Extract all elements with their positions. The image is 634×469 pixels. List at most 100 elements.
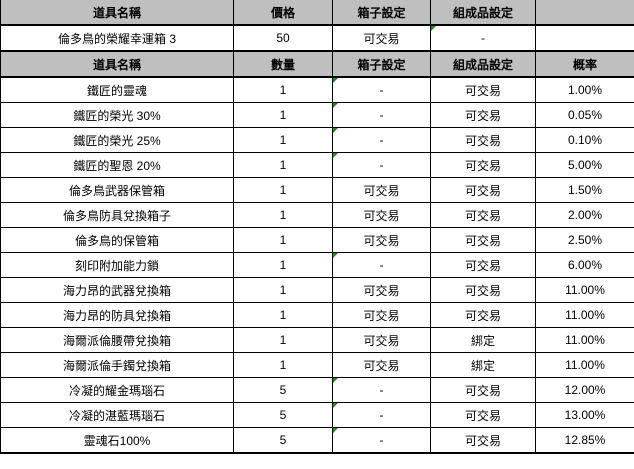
- item-probability-cell[interactable]: 11.00%: [535, 302, 634, 328]
- item-name-cell[interactable]: 冷凝的耀金瑪瑙石: [0, 377, 234, 403]
- item-qty-cell[interactable]: 1: [233, 227, 333, 253]
- item-row: 倫多鳥防具兌換箱子 1 可交易 可交易 2.00%: [0, 202, 634, 228]
- item-probability-cell[interactable]: 11.00%: [535, 327, 634, 353]
- item-name-cell[interactable]: 鐵匠的榮光 30%: [0, 102, 234, 128]
- item-box-cell[interactable]: 可交易: [332, 202, 431, 228]
- item-probability-cell[interactable]: 0.10%: [535, 127, 634, 153]
- item-box-cell[interactable]: 可交易: [332, 327, 431, 353]
- item-qty-cell[interactable]: 1: [233, 177, 333, 203]
- item-qty-cell[interactable]: 1: [233, 102, 333, 128]
- item-box-cell[interactable]: -: [332, 252, 431, 278]
- item-composition-cell[interactable]: 可交易: [430, 177, 536, 203]
- item-box-cell[interactable]: 可交易: [332, 227, 431, 253]
- item-composition-cell[interactable]: 綁定: [430, 327, 536, 353]
- summary-header-empty-cell[interactable]: [535, 0, 634, 26]
- item-name-cell[interactable]: 靈魂石100%: [0, 427, 234, 454]
- items-header-box-setting[interactable]: 箱子設定: [332, 50, 431, 78]
- item-composition-cell[interactable]: 可交易: [430, 252, 536, 278]
- item-name-cell[interactable]: 倫多鳥武器保管箱: [0, 177, 234, 203]
- item-composition-cell[interactable]: 可交易: [430, 76, 536, 103]
- item-probability-cell[interactable]: 6.00%: [535, 252, 634, 278]
- item-box-value: 可交易: [363, 308, 400, 323]
- item-box-cell[interactable]: 可交易: [332, 302, 431, 328]
- item-probability-cell[interactable]: 11.00%: [535, 277, 634, 303]
- summary-price-cell[interactable]: 50: [233, 24, 333, 52]
- item-qty-cell[interactable]: 1: [233, 352, 333, 378]
- item-name-cell[interactable]: 倫多鳥的保管箱: [0, 227, 234, 253]
- item-box-cell[interactable]: -: [332, 427, 431, 454]
- item-composition-cell[interactable]: 可交易: [430, 202, 536, 228]
- summary-header-composition-setting[interactable]: 組成品設定: [430, 0, 536, 26]
- summary-header-item-name[interactable]: 道具名稱: [0, 0, 234, 26]
- item-box-cell[interactable]: -: [332, 127, 431, 153]
- item-box-value: 可交易: [363, 183, 400, 198]
- item-name-cell[interactable]: 刻印附加能力鎖: [0, 252, 234, 278]
- summary-header-box-setting[interactable]: 箱子設定: [332, 0, 431, 26]
- item-probability-cell[interactable]: 2.00%: [535, 202, 634, 228]
- item-box-cell[interactable]: -: [332, 152, 431, 178]
- items-header-probability[interactable]: 概率: [535, 50, 634, 78]
- item-qty-cell[interactable]: 1: [233, 252, 333, 278]
- item-qty-cell[interactable]: 1: [233, 127, 333, 153]
- item-probability-cell[interactable]: 1.00%: [535, 76, 634, 103]
- item-name-cell[interactable]: 海力昂的武器兌換箱: [0, 277, 234, 303]
- item-qty-cell[interactable]: 1: [233, 76, 333, 103]
- item-probability-cell[interactable]: 5.00%: [535, 152, 634, 178]
- item-probability-cell[interactable]: 12.00%: [535, 377, 634, 403]
- item-composition-cell[interactable]: 可交易: [430, 102, 536, 128]
- item-name-cell[interactable]: 倫多鳥防具兌換箱子: [0, 202, 234, 228]
- item-composition-cell[interactable]: 可交易: [430, 427, 536, 454]
- item-composition-cell[interactable]: 可交易: [430, 127, 536, 153]
- summary-empty-cell[interactable]: [535, 24, 634, 52]
- item-composition-cell[interactable]: 可交易: [430, 402, 536, 428]
- item-composition-cell[interactable]: 可交易: [430, 377, 536, 403]
- item-box-cell[interactable]: -: [332, 402, 431, 428]
- item-box-cell[interactable]: -: [332, 102, 431, 128]
- summary-box-cell[interactable]: 可交易: [332, 24, 431, 52]
- item-qty-cell[interactable]: 1: [233, 152, 333, 178]
- item-box-cell[interactable]: 可交易: [332, 177, 431, 203]
- item-composition-cell[interactable]: 可交易: [430, 227, 536, 253]
- item-box-cell[interactable]: 可交易: [332, 352, 431, 378]
- item-composition-cell[interactable]: 綁定: [430, 352, 536, 378]
- items-header-item-name[interactable]: 道具名稱: [0, 50, 234, 78]
- item-name-cell[interactable]: 海爾派倫腰帶兌換箱: [0, 327, 234, 353]
- item-name-cell[interactable]: 鐵匠的聖恩 20%: [0, 152, 234, 178]
- summary-item-name-cell[interactable]: 倫多鳥的榮耀幸運箱 3: [0, 24, 234, 52]
- item-name-cell[interactable]: 冷凝的湛藍瑪瑙石: [0, 402, 234, 428]
- item-probability-cell[interactable]: 11.00%: [535, 352, 634, 378]
- item-row: 鐵匠的榮光 30% 1 - 可交易 0.05%: [0, 102, 634, 128]
- item-box-value: 可交易: [363, 283, 400, 298]
- item-row: 海力昂的武器兌換箱 1 可交易 可交易 11.00%: [0, 277, 634, 303]
- item-probability-cell[interactable]: 2.50%: [535, 227, 634, 253]
- item-probability-cell[interactable]: 1.50%: [535, 177, 634, 203]
- error-flag-icon: [333, 428, 338, 433]
- item-composition-cell[interactable]: 可交易: [430, 302, 536, 328]
- item-name-cell[interactable]: 海力昂的防具兌換箱: [0, 302, 234, 328]
- item-box-value: -: [379, 133, 384, 147]
- item-composition-cell[interactable]: 可交易: [430, 152, 536, 178]
- item-probability-cell[interactable]: 12.85%: [535, 427, 634, 454]
- items-header-quantity[interactable]: 數量: [233, 50, 333, 78]
- item-box-value: 可交易: [363, 233, 400, 248]
- item-qty-cell[interactable]: 1: [233, 327, 333, 353]
- item-name-cell[interactable]: 海爾派倫手鐲兌換箱: [0, 352, 234, 378]
- item-composition-cell[interactable]: 可交易: [430, 277, 536, 303]
- item-name-cell[interactable]: 鐵匠的靈魂: [0, 76, 234, 103]
- item-qty-cell[interactable]: 1: [233, 277, 333, 303]
- item-qty-cell[interactable]: 5: [233, 402, 333, 428]
- item-qty-cell[interactable]: 1: [233, 202, 333, 228]
- item-row: 海爾派倫手鐲兌換箱 1 可交易 綁定 11.00%: [0, 352, 634, 378]
- item-qty-cell[interactable]: 5: [233, 427, 333, 454]
- item-qty-cell[interactable]: 5: [233, 377, 333, 403]
- items-header-composition-setting[interactable]: 組成品設定: [430, 50, 536, 78]
- item-box-cell[interactable]: -: [332, 76, 431, 103]
- item-name-cell[interactable]: 鐵匠的榮光 25%: [0, 127, 234, 153]
- item-qty-cell[interactable]: 1: [233, 302, 333, 328]
- summary-composition-cell[interactable]: -: [430, 24, 536, 52]
- summary-header-price[interactable]: 價格: [233, 0, 333, 26]
- item-box-cell[interactable]: -: [332, 377, 431, 403]
- item-box-cell[interactable]: 可交易: [332, 277, 431, 303]
- item-probability-cell[interactable]: 0.05%: [535, 102, 634, 128]
- item-probability-cell[interactable]: 13.00%: [535, 402, 634, 428]
